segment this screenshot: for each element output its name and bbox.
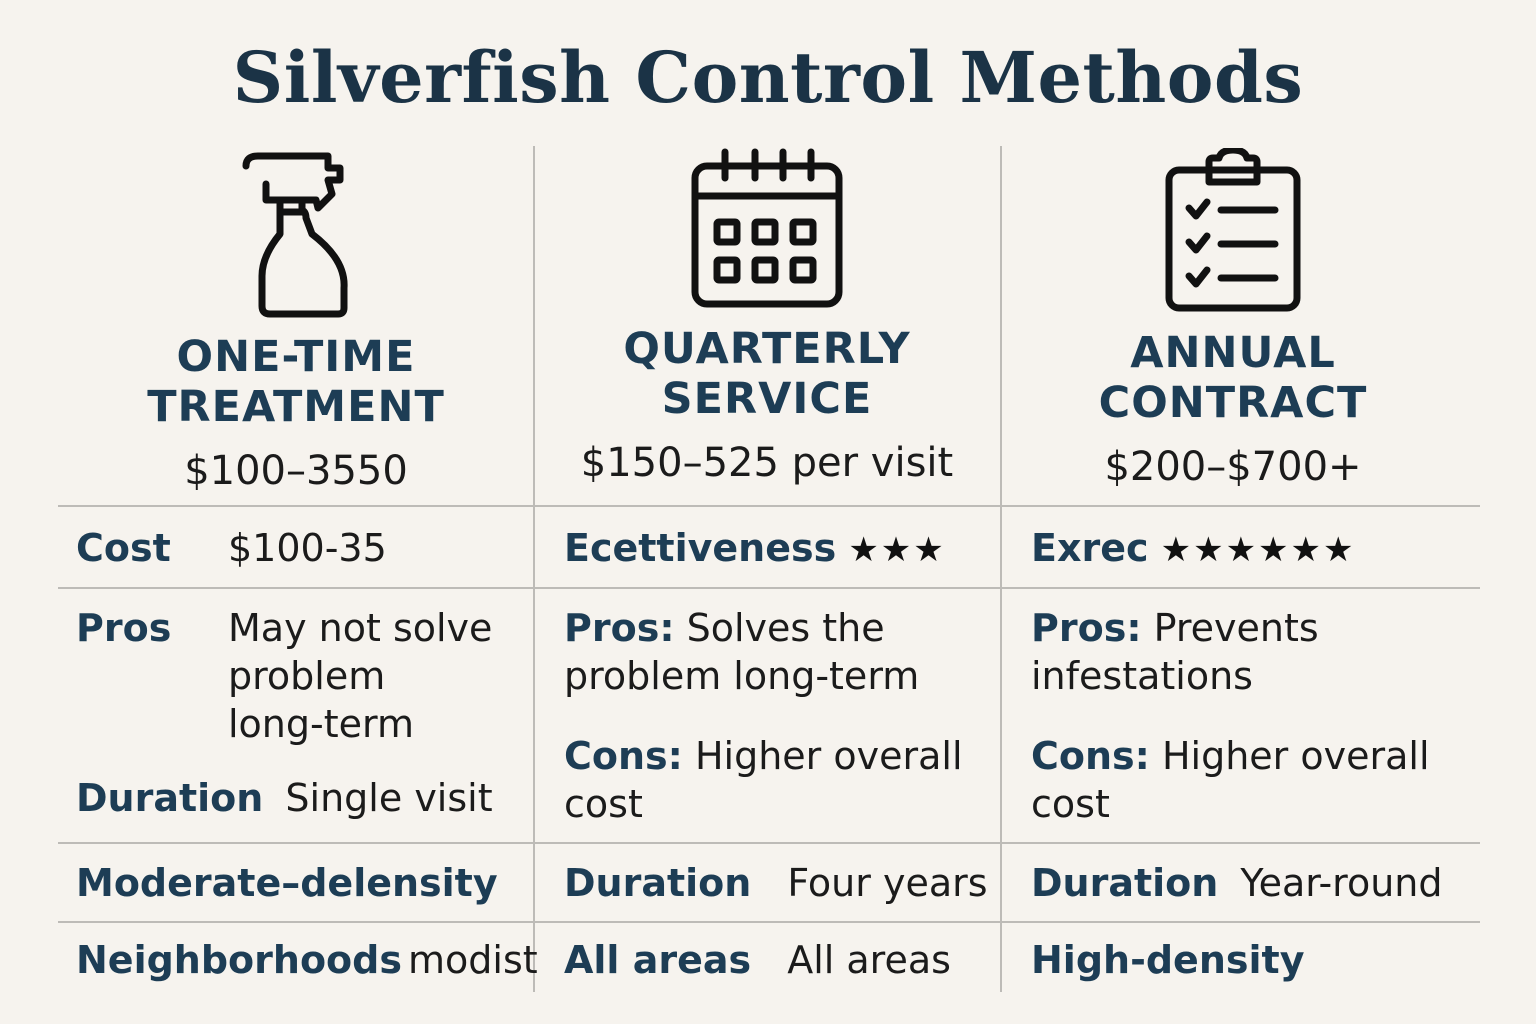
plan-name-line: QUARTERLY: [623, 324, 911, 374]
text-line: Solves the: [686, 606, 885, 650]
rating-stars: ★★★★★★: [1160, 530, 1356, 570]
plan-header-quarterly: QUARTERLY SERVICE $150–525 per visit: [537, 148, 997, 486]
calendar-icon: [691, 148, 843, 308]
page-title: Silverfish Control Methods: [232, 36, 1304, 119]
annual-density: High-density: [1031, 938, 1305, 982]
annual-pros: Pros: Prevents infestations: [1031, 604, 1319, 700]
cons-label: Cons:: [564, 734, 683, 778]
row-divider: [58, 842, 1480, 844]
text-line: problem long-term: [564, 654, 920, 698]
quarterly-areas: All areas All areas: [564, 936, 951, 984]
spray-bottle-icon: [242, 152, 348, 318]
annual-cons: Cons: Higher overall cost: [1031, 732, 1430, 828]
duration-value: Single visit: [285, 776, 493, 820]
pros-label: Pros:: [1031, 606, 1142, 650]
text-line: Prevents: [1153, 606, 1319, 650]
quarterly-duration: Duration Four years: [564, 859, 988, 907]
onetime-pros-value: May not solve problem long-term: [228, 604, 492, 748]
area-label: Neighborhoods: [76, 938, 402, 982]
column-divider: [1000, 146, 1002, 992]
duration-label: Duration: [564, 861, 752, 905]
quarterly-pros: Pros: Solves the problem long-term: [564, 604, 919, 700]
duration-label: Duration: [76, 776, 264, 820]
plan-price: $200–$700+: [1104, 444, 1362, 490]
text-line: cost: [1031, 782, 1110, 826]
plan-name-line: TREATMENT: [147, 382, 445, 432]
quarterly-cons: Cons: Higher overall cost: [564, 732, 963, 828]
text-line: cost: [564, 782, 643, 826]
plan-price: $100–3550: [184, 448, 408, 494]
pros-label: Pros:: [564, 606, 675, 650]
effectiveness-label: Exrec: [1031, 526, 1149, 570]
plan-name-line: SERVICE: [661, 374, 873, 424]
duration-value: Year-round: [1240, 861, 1443, 905]
area-value: modist: [408, 938, 538, 982]
clipboard-checklist-icon: [1165, 148, 1301, 312]
annual-duration: Duration Year-round: [1031, 859, 1442, 907]
area-value: All areas: [787, 938, 951, 982]
row-divider: [58, 587, 1480, 589]
text-line: problem: [228, 654, 386, 698]
rating-stars: ★★★: [848, 530, 946, 570]
text-line: infestations: [1031, 654, 1253, 698]
plan-price: $150–525 per visit: [580, 440, 954, 486]
text-line: May not solve: [228, 606, 493, 650]
column-divider: [533, 146, 535, 992]
quarterly-effectiveness: Ecettiveness ★★★: [564, 524, 946, 574]
area-label: All areas: [564, 938, 752, 982]
onetime-density: Moderate–delensity: [76, 861, 498, 905]
plan-name-line: ANNUAL: [1130, 328, 1336, 378]
duration-label: Duration: [1031, 861, 1219, 905]
text-line: Higher overall: [1161, 734, 1430, 778]
row-divider: [58, 505, 1480, 507]
pros-label: Pros: [76, 606, 172, 650]
cons-label: Cons:: [1031, 734, 1150, 778]
plan-header-one-time: ONE-TIME TREATMENT $100–3550: [66, 148, 526, 494]
text-line: long-term: [228, 702, 414, 746]
onetime-duration: Duration Single visit: [76, 774, 493, 822]
plan-name-line: CONTRACT: [1098, 378, 1368, 428]
plan-name-line: ONE-TIME: [176, 332, 416, 382]
cost-label: Cost: [76, 526, 171, 570]
duration-value: Four years: [787, 861, 988, 905]
row-divider: [58, 921, 1480, 923]
effectiveness-label: Ecettiveness: [564, 526, 837, 570]
onetime-cost-value: $100-35: [228, 526, 387, 570]
onetime-cost: Cost: [76, 524, 171, 572]
plan-header-annual: ANNUAL CONTRACT $200–$700+: [1003, 148, 1463, 490]
text-line: Higher overall: [694, 734, 963, 778]
annual-effectiveness: Exrec ★★★★★★: [1031, 524, 1356, 574]
onetime-areas: Neighborhoods modist: [76, 936, 538, 984]
